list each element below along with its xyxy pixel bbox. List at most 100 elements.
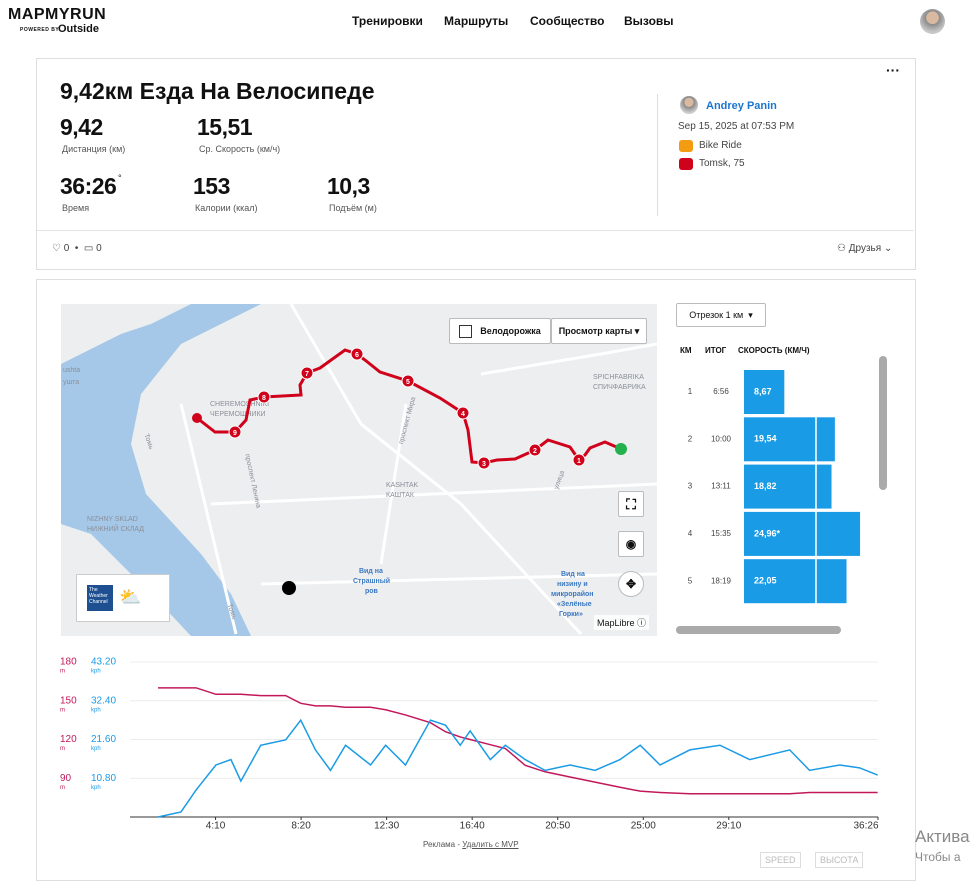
attribution[interactable]: MapLibre ⓘ [594, 615, 650, 630]
map-label: KASHTAK [386, 482, 418, 489]
km-marker [228, 425, 242, 439]
map-label: Вид на [561, 571, 585, 578]
weather-text: The [89, 587, 98, 593]
weather-widget[interactable]: The Weather Channel ⛅ [76, 574, 170, 622]
weather-icon: ⛅ [119, 587, 142, 607]
split-dropdown[interactable]: Отрезок 1 км ▾ [676, 303, 766, 327]
km-marker-label: 5 [406, 379, 410, 386]
separator [37, 230, 914, 231]
info-icon[interactable]: ° [118, 173, 122, 183]
split-km: 4 [688, 529, 693, 538]
y-unit: m [60, 707, 65, 713]
stat-value: 10,3 [327, 173, 370, 199]
stat-label: Калории (ккал) [195, 203, 258, 213]
likes[interactable]: ♡ 0 • ▭ 0 [52, 243, 102, 254]
stat-value: 15,51 [197, 114, 253, 140]
fullscreen[interactable]: ⛶ [618, 491, 644, 517]
km-marker [528, 443, 542, 457]
km-marker-label: 3 [482, 461, 486, 468]
x-tick-label: 36:26 [853, 821, 878, 832]
km-marker-label: 6 [355, 352, 359, 359]
recenter[interactable]: ◉ [618, 531, 644, 557]
split-total: 15:35 [711, 529, 732, 538]
windows-notice: Актива [915, 827, 970, 846]
map-label: ушта [63, 379, 79, 386]
km-marker [572, 453, 586, 467]
split-speed: 18,82 [754, 481, 777, 491]
map[interactable]: ushta ушта CHEREMOSHNIKI ЧЕРЕМОШНИКИ SPICHFA… [61, 304, 657, 636]
avatar[interactable] [920, 9, 945, 34]
scrollbar[interactable] [879, 356, 887, 490]
river [61, 304, 261, 636]
column-header: СКОРОСТЬ (КМ/Ч) [738, 346, 810, 355]
weather-logo: The Weather Channel [87, 585, 113, 611]
x-tick-label: 29:10 [716, 821, 741, 832]
split-bar [744, 417, 835, 462]
pan[interactable]: ✥ [618, 571, 644, 597]
summary-card [36, 58, 916, 270]
nav-link[interactable]: Вызовы [624, 14, 674, 28]
split-km: 3 [688, 482, 693, 491]
start-marker [615, 443, 627, 455]
map-label: Горки» [559, 611, 583, 618]
x-tick-label: 12:30 [374, 821, 399, 832]
nav-link[interactable]: Тренировки [352, 14, 423, 28]
split-speed: 22,05 [754, 576, 777, 586]
map-label: ров [365, 588, 379, 595]
end-marker [192, 413, 202, 423]
more-menu[interactable]: ··· [886, 62, 900, 78]
km-marker [456, 406, 470, 420]
scrollbar[interactable] [676, 626, 841, 634]
brand: Outside [58, 23, 99, 35]
map-label: «Зелёные [557, 601, 592, 608]
privacy[interactable]: ⚇ Друзья ⌄ [837, 243, 893, 254]
y2-tick-label: 10.80 [91, 773, 116, 784]
map-label: низину и [557, 581, 588, 588]
split-bar [744, 559, 847, 604]
elevation-speed-chart: 90m120m150m180m10.80kph21.60kph32.40kph4… [60, 657, 879, 832]
km-marker [477, 456, 491, 470]
weather-text: Channel [89, 599, 108, 605]
km-marker [350, 347, 364, 361]
x-tick-label: 4:10 [206, 821, 226, 832]
map-view-dropdown[interactable]: Просмотр карты ▾ [551, 318, 647, 344]
x-tick-label: 20:50 [545, 821, 570, 832]
remove-ads[interactable]: Удалить с MVP [462, 840, 519, 849]
y-unit: m [60, 785, 65, 791]
km-marker-label: 1 [577, 458, 581, 465]
user-avatar[interactable] [680, 96, 698, 114]
location-icon [679, 158, 693, 170]
user-name[interactable]: Andrey Panin [706, 100, 777, 112]
y-tick-label: 150 [60, 695, 77, 706]
nav-link[interactable]: Маршруты [444, 14, 509, 28]
series-toggle[interactable]: ВЫСОТА [815, 852, 864, 868]
y2-tick-label: 21.60 [91, 734, 116, 745]
y-tick-label: 120 [60, 734, 77, 745]
river [61, 374, 101, 474]
map-label: НИЖНИЙ СКЛАД [87, 524, 144, 533]
y-tick-label: 180 [60, 657, 77, 668]
windows-notice: Чтобы а [915, 850, 961, 864]
split-km: 2 [688, 434, 693, 443]
map-label: NIZHNY SKLAD [87, 516, 138, 523]
series-toggle[interactable]: SPEED [760, 852, 801, 868]
km-marker-label: 4 [461, 411, 465, 418]
splits-table: 1 6:56 8,67 2 10:00 19,54 3 13:11 18,82 4 15:35 24,… [676, 366, 872, 622]
y2-unit: kph [91, 785, 101, 791]
map-label: CHEREMOSHNIKI [210, 401, 269, 408]
y2-unit: kph [91, 746, 101, 752]
map-label: КАШТАК [386, 492, 415, 499]
x-tick-label: 25:00 [631, 821, 656, 832]
y2-unit: kph [91, 707, 101, 713]
y2-tick-label: 32.40 [91, 695, 116, 706]
toggle-label: Велодорожка [480, 326, 541, 336]
logo[interactable]: MAPMYRUN [8, 6, 107, 23]
stat-label: Дистанция (км) [62, 144, 126, 154]
bike-lane-toggle[interactable]: Велодорожка [449, 318, 551, 344]
split-speed: 24,96* [754, 528, 781, 538]
nav-link[interactable]: Сообщество [530, 14, 605, 28]
map-label: ushta [63, 367, 80, 374]
workout-title: 9,42км Езда На Велосипеде [60, 78, 375, 104]
y2-tick-label: 43.20 [91, 657, 116, 668]
privacy-label: Друзья [848, 243, 882, 254]
